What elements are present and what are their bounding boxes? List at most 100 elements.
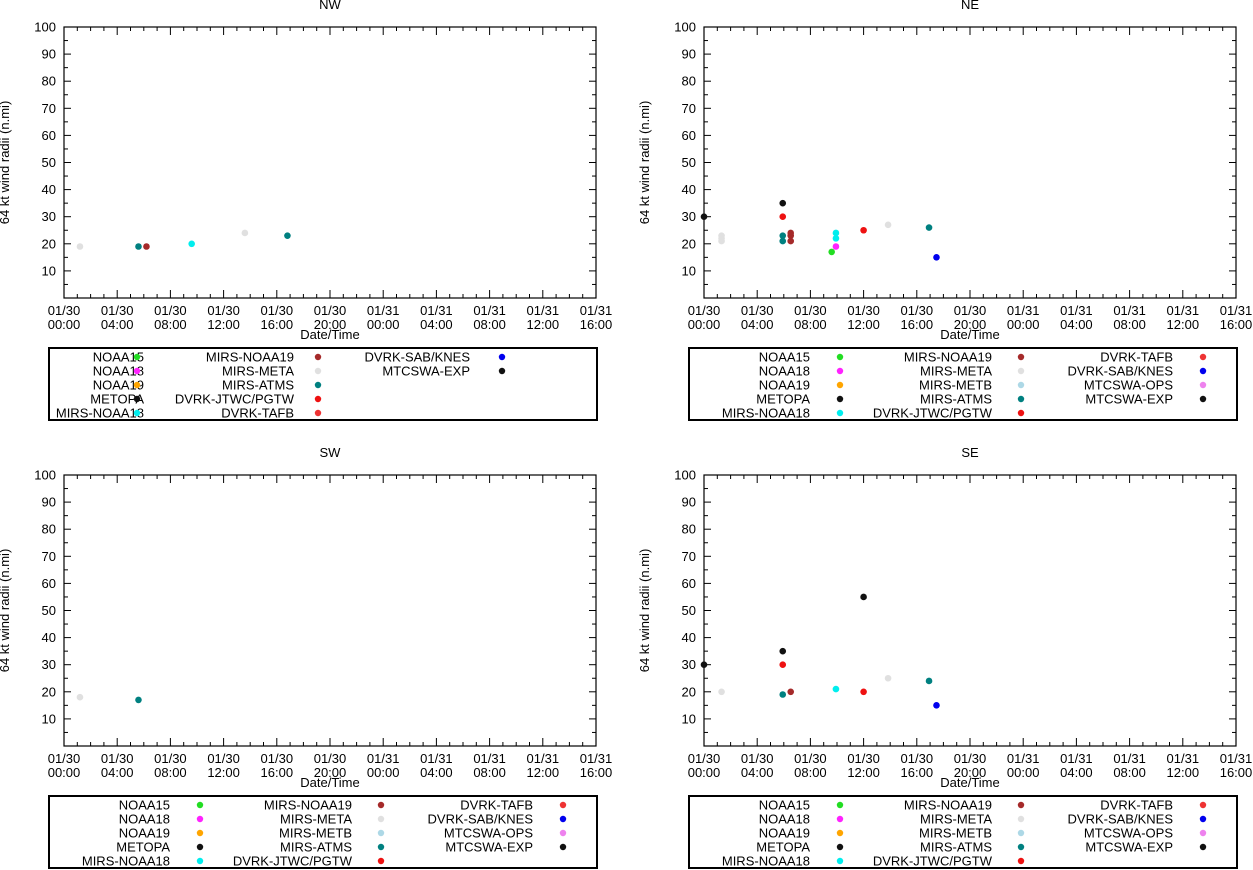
x-tick-label-time: 00:00 [688, 765, 721, 780]
legend-marker [1199, 829, 1207, 837]
x-tick-label-date: 01/31 [580, 751, 613, 766]
legend-marker [133, 381, 141, 389]
y-tick-label: 60 [682, 576, 696, 591]
x-tick-label-time: 12:00 [847, 765, 880, 780]
x-tick-label-date: 01/30 [901, 751, 934, 766]
x-axis-label: Date/Time [940, 775, 999, 790]
x-tick-label-date: 01/31 [1007, 751, 1040, 766]
x-tick-label-time: 00:00 [48, 765, 81, 780]
y-tick-label: 90 [42, 495, 56, 510]
x-tick-label-time: 04:00 [741, 765, 774, 780]
y-tick-label: 20 [42, 684, 56, 699]
legend-label: MIRS-META [920, 812, 992, 827]
x-tick-label-time: 16:00 [580, 317, 613, 332]
x-tick-label-time: 12:00 [527, 317, 560, 332]
data-point-metopa [700, 661, 708, 668]
chart-title: NW [319, 0, 341, 12]
legend-marker [836, 395, 844, 403]
x-tick-label-time: 20:00 [314, 765, 347, 780]
legend-label: MIRS-NOAA19 [904, 798, 992, 813]
data-point-dvrk-jtwc-pgtw [779, 213, 787, 220]
data-point-mirs-meta [76, 243, 84, 250]
legend-label: DVRK-TAFB [1100, 350, 1173, 365]
x-tick-label-date: 01/31 [1220, 751, 1253, 766]
data-point-mirs-meta [718, 237, 725, 245]
x-tick-label-date: 01/31 [1060, 303, 1093, 318]
y-axis-label: 64 kt wind radii (n.mi) [0, 101, 12, 225]
legend-marker [196, 857, 204, 865]
x-tick-label-time: 04:00 [101, 317, 134, 332]
x-tick-label-date: 01/30 [741, 751, 774, 766]
legend-marker [1199, 843, 1207, 851]
x-tick-label-time: 00:00 [1007, 765, 1040, 780]
legend-label: MIRS-META [920, 364, 992, 379]
y-tick-label: 40 [682, 182, 696, 197]
legend-label: NOAA18 [119, 812, 170, 827]
x-tick-label-date: 01/31 [473, 751, 506, 766]
x-tick-label-date: 01/31 [1007, 303, 1040, 318]
y-tick-label: 40 [42, 630, 56, 645]
data-point-mirs-atms [925, 677, 933, 685]
legend-label: DVRK-TAFB [460, 798, 533, 813]
y-tick-label: 40 [42, 182, 56, 197]
data-point-mirs-atms [779, 691, 787, 698]
x-tick-label-time: 20:00 [954, 765, 987, 780]
x-tick-label-date: 01/31 [1060, 751, 1093, 766]
y-tick-label: 10 [682, 263, 696, 278]
legend-label: MIRS-NOAA19 [904, 350, 992, 365]
x-tick-label-time: 12:00 [207, 317, 240, 332]
data-point-mirs-atms [779, 237, 787, 245]
x-tick-label-time: 00:00 [367, 317, 400, 332]
legend-marker [1017, 367, 1025, 375]
x-tick-label-date: 01/30 [954, 303, 987, 318]
y-tick-label: 30 [42, 657, 56, 672]
legend-marker [377, 801, 385, 809]
x-tick-label-date: 01/30 [847, 751, 880, 766]
y-tick-label: 30 [682, 657, 696, 672]
legend-marker [1017, 381, 1025, 389]
legend-marker [1199, 395, 1207, 403]
data-point-mirs-meta [884, 674, 892, 682]
x-tick-label-date: 01/30 [314, 303, 347, 318]
data-point-mirs-meta [884, 221, 892, 229]
legend-label: MIRS-METB [919, 826, 992, 841]
x-tick-label-date: 01/30 [154, 303, 187, 318]
legend-marker [196, 829, 204, 837]
legend-marker [196, 815, 204, 823]
x-tick-label-date: 01/30 [741, 303, 774, 318]
legend-marker [377, 815, 385, 823]
x-tick-label-time: 08:00 [473, 765, 506, 780]
y-tick-label: 40 [682, 630, 696, 645]
legend-label: NOAA19 [93, 378, 144, 393]
x-tick-label-time: 12:00 [1167, 765, 1200, 780]
y-tick-label: 80 [42, 522, 56, 537]
x-tick-label-date: 01/31 [420, 751, 453, 766]
y-tick-label: 30 [42, 209, 56, 224]
data-point-metopa [779, 647, 787, 655]
legend-label: DVRK-JTWC/PGTW [873, 854, 993, 869]
chart-panel-sw: SW10203040506070809010001/3000:0001/3004… [0, 445, 612, 869]
legend-label: MIRS-NOAA18 [722, 406, 810, 421]
y-tick-label: 50 [682, 155, 696, 170]
legend-marker [1199, 815, 1207, 823]
legend-label: NOAA18 [759, 812, 810, 827]
data-point-mirs-meta [76, 693, 84, 701]
legend-marker [1017, 801, 1025, 809]
x-tick-label-time: 00:00 [1007, 317, 1040, 332]
legend-marker [133, 409, 141, 417]
x-axis-label: Date/Time [300, 327, 359, 342]
y-tick-label: 80 [42, 74, 56, 89]
legend-label: MIRS-NOAA19 [206, 350, 294, 365]
data-point-mirs-noaa19 [787, 232, 795, 239]
x-tick-label-time: 08:00 [1113, 765, 1146, 780]
x-tick-label-time: 04:00 [420, 317, 453, 332]
y-tick-label: 10 [42, 711, 56, 726]
data-point-mirs-meta [241, 229, 249, 237]
legend-marker [559, 815, 567, 823]
x-tick-label-date: 01/30 [101, 303, 134, 318]
legend-marker [196, 801, 204, 809]
legend-box [688, 347, 1238, 421]
y-tick-label: 70 [682, 101, 696, 116]
y-tick-label: 20 [42, 236, 56, 251]
